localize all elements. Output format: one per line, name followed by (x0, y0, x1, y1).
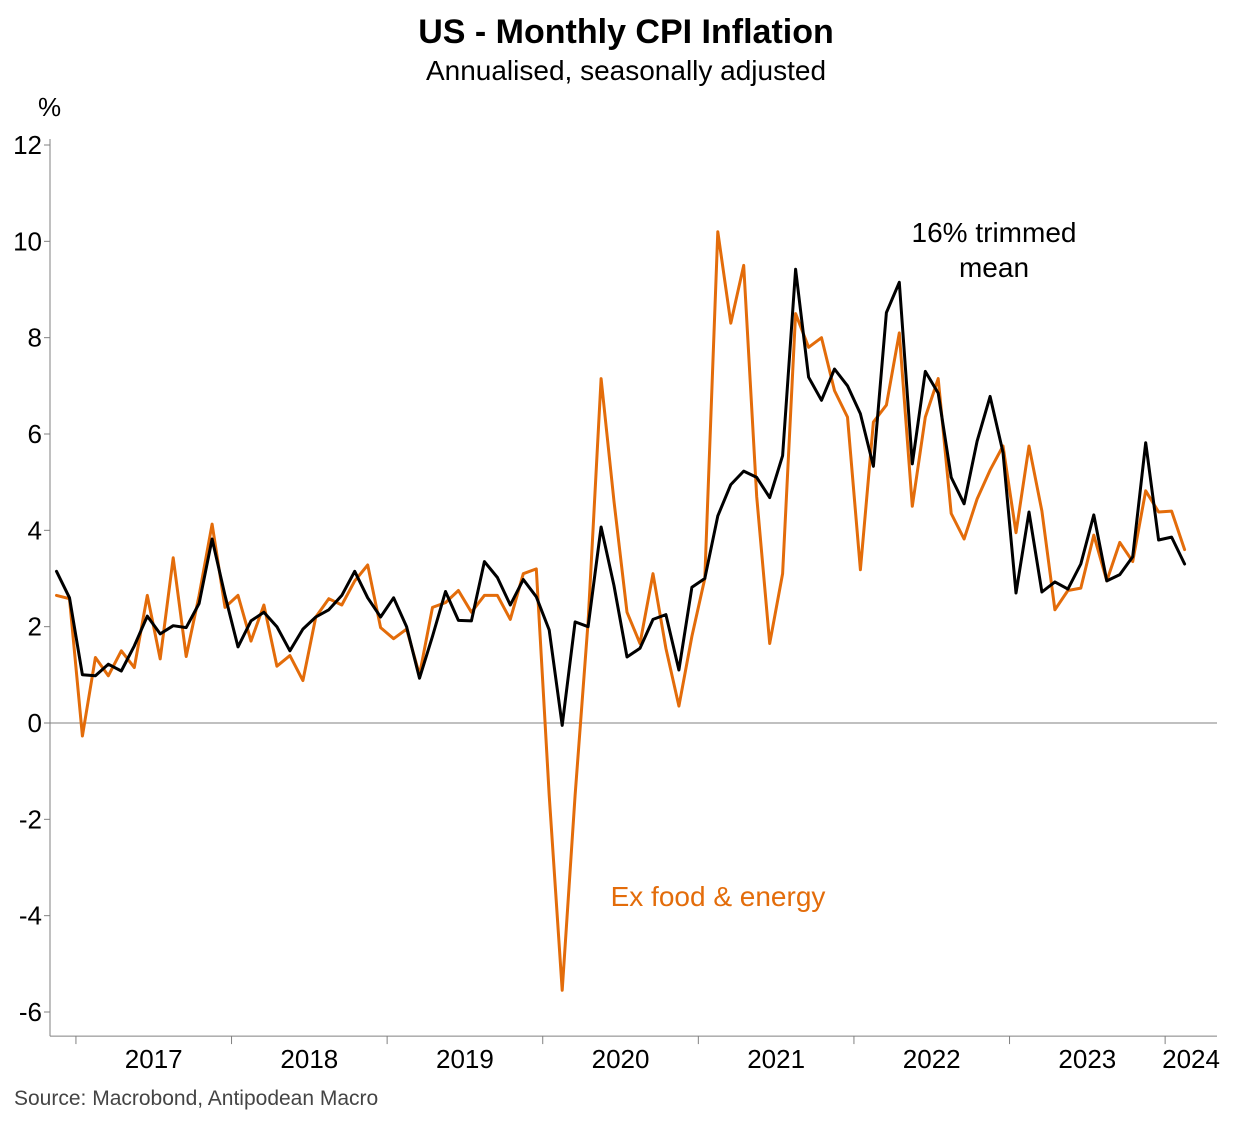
source-note: Source: Macrobond, Antipodean Macro (14, 1087, 378, 1110)
x-tick-label: 2020 (592, 1044, 650, 1074)
series-line-trimmed-mean (55, 267, 1187, 727)
axes: 12 10 8 6 4 2 0 -2 -4 -6 2017 2018 2019 2020 2021 2022 2… (13, 130, 1220, 1074)
y-tick-label: 2 (28, 612, 42, 642)
y-tick-label: 0 (28, 708, 42, 738)
y-tick-label: -4 (19, 901, 42, 931)
y-tick-label: 10 (13, 226, 42, 256)
series-layer (55, 230, 1187, 992)
y-tick-label: 8 (28, 323, 42, 353)
x-tick-label: 2017 (125, 1044, 183, 1074)
x-tick-label: 2021 (747, 1044, 805, 1074)
x-tick-label: 2019 (436, 1044, 494, 1074)
x-tick-label: 2018 (280, 1044, 338, 1074)
series-line-ex-food-energy (55, 230, 1187, 992)
y-axis-unit-label: % (38, 92, 61, 122)
y-tick-label: -6 (19, 997, 42, 1027)
x-tick-label: 2023 (1058, 1044, 1116, 1074)
y-tick-label: 6 (28, 419, 42, 449)
x-tick-label: 2024 (1162, 1044, 1220, 1074)
y-tick-label: 4 (28, 515, 42, 545)
annotation-trimmed-mean-line2: mean (959, 252, 1029, 283)
chart-subtitle: Annualised, seasonally adjusted (426, 55, 826, 86)
annotation-ex-food-energy: Ex food & energy (611, 881, 826, 912)
chart-title: US - Monthly CPI Inflation (418, 13, 834, 51)
x-tick-label: 2022 (903, 1044, 961, 1074)
annotation-trimmed-mean-line1: 16% trimmed (912, 217, 1077, 248)
y-tick-label: -2 (19, 804, 42, 834)
y-tick-label: 12 (13, 130, 42, 160)
